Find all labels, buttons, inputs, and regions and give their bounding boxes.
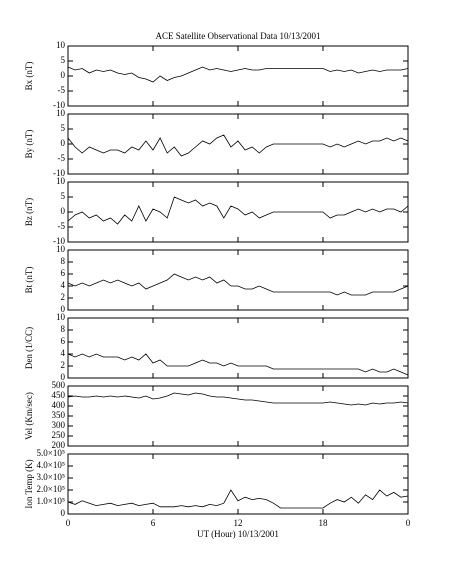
x-tick-label: 0	[66, 518, 71, 528]
y-tick-label: 4.0×10⁵	[37, 460, 65, 470]
plot-frame	[67, 385, 409, 447]
y-tick-label: 250	[52, 430, 66, 440]
y-tick-label: 500	[52, 380, 66, 390]
y-tick-label: -10	[53, 100, 65, 110]
y-tick-label: 5.0×10⁵	[37, 448, 65, 458]
y-tick-label: -10	[53, 236, 65, 246]
y-axis-label: Bx (nT)	[24, 62, 34, 91]
y-tick-label: -5	[58, 153, 66, 163]
data-line	[67, 196, 409, 225]
y-axis-label: Den (1/CC)	[24, 327, 34, 369]
plot-frame	[67, 181, 409, 243]
y-tick-label: 2	[61, 292, 66, 302]
y-tick-label: 8	[61, 256, 66, 266]
y-tick-label: 3.0×10⁵	[37, 472, 65, 482]
plot-frame	[67, 249, 409, 311]
data-line	[67, 392, 409, 406]
data-line	[67, 353, 409, 376]
y-tick-label: 0	[61, 372, 66, 382]
y-axis-label: By (nT)	[24, 130, 34, 159]
x-tick-label: 0	[406, 518, 411, 528]
y-axis-label: Bt (nT)	[24, 267, 34, 294]
x-tick-label: 6	[151, 518, 156, 528]
plot-frame	[67, 113, 409, 175]
x-tick-label: 18	[319, 518, 329, 528]
y-tick-label: 10	[56, 312, 66, 322]
data-line	[67, 134, 409, 157]
y-tick-label: 5	[61, 191, 66, 201]
y-tick-label: 10	[56, 176, 66, 186]
y-tick-label: 350	[52, 410, 66, 420]
y-tick-label: 10	[56, 108, 66, 118]
y-tick-label: 1.0×10⁵	[37, 496, 65, 506]
y-tick-label: 10	[56, 40, 66, 50]
y-tick-label: 0	[61, 206, 66, 216]
x-tick-label: 12	[234, 518, 243, 528]
data-line	[67, 489, 409, 509]
y-axis-label: Bz (nT)	[24, 198, 34, 226]
y-tick-label: 2	[61, 360, 66, 370]
y-tick-label: 8	[61, 324, 66, 334]
y-tick-label: -10	[53, 168, 65, 178]
data-line	[67, 66, 409, 83]
y-tick-label: 0	[61, 304, 66, 314]
y-axis-label: Ion Temp (K)	[24, 459, 34, 508]
x-axis-label: UT (Hour) 10/13/2001	[197, 529, 279, 539]
y-tick-label: 10	[56, 244, 66, 254]
y-tick-label: 6	[61, 268, 66, 278]
y-tick-label: 450	[52, 390, 66, 400]
y-tick-label: 4	[61, 280, 66, 290]
y-tick-label: 0	[61, 70, 66, 80]
y-tick-label: -5	[58, 221, 66, 231]
y-axis-label: Vel (Km/sec)	[24, 392, 34, 440]
plot-frame	[67, 45, 409, 107]
y-tick-label: -5	[58, 85, 66, 95]
data-line	[67, 273, 409, 296]
y-tick-label: 400	[52, 400, 66, 410]
y-tick-label: 5	[61, 55, 66, 65]
y-tick-label: 0	[61, 508, 66, 518]
y-tick-label: 4	[61, 348, 66, 358]
chart-title: ACE Satellite Observational Data 10/13/2…	[156, 31, 321, 41]
y-tick-label: 300	[52, 420, 66, 430]
y-tick-label: 6	[61, 336, 66, 346]
y-tick-label: 0	[61, 138, 66, 148]
y-tick-label: 2.0×10⁵	[37, 484, 65, 494]
y-tick-label: 200	[52, 440, 66, 450]
y-tick-label: 5	[61, 123, 66, 133]
